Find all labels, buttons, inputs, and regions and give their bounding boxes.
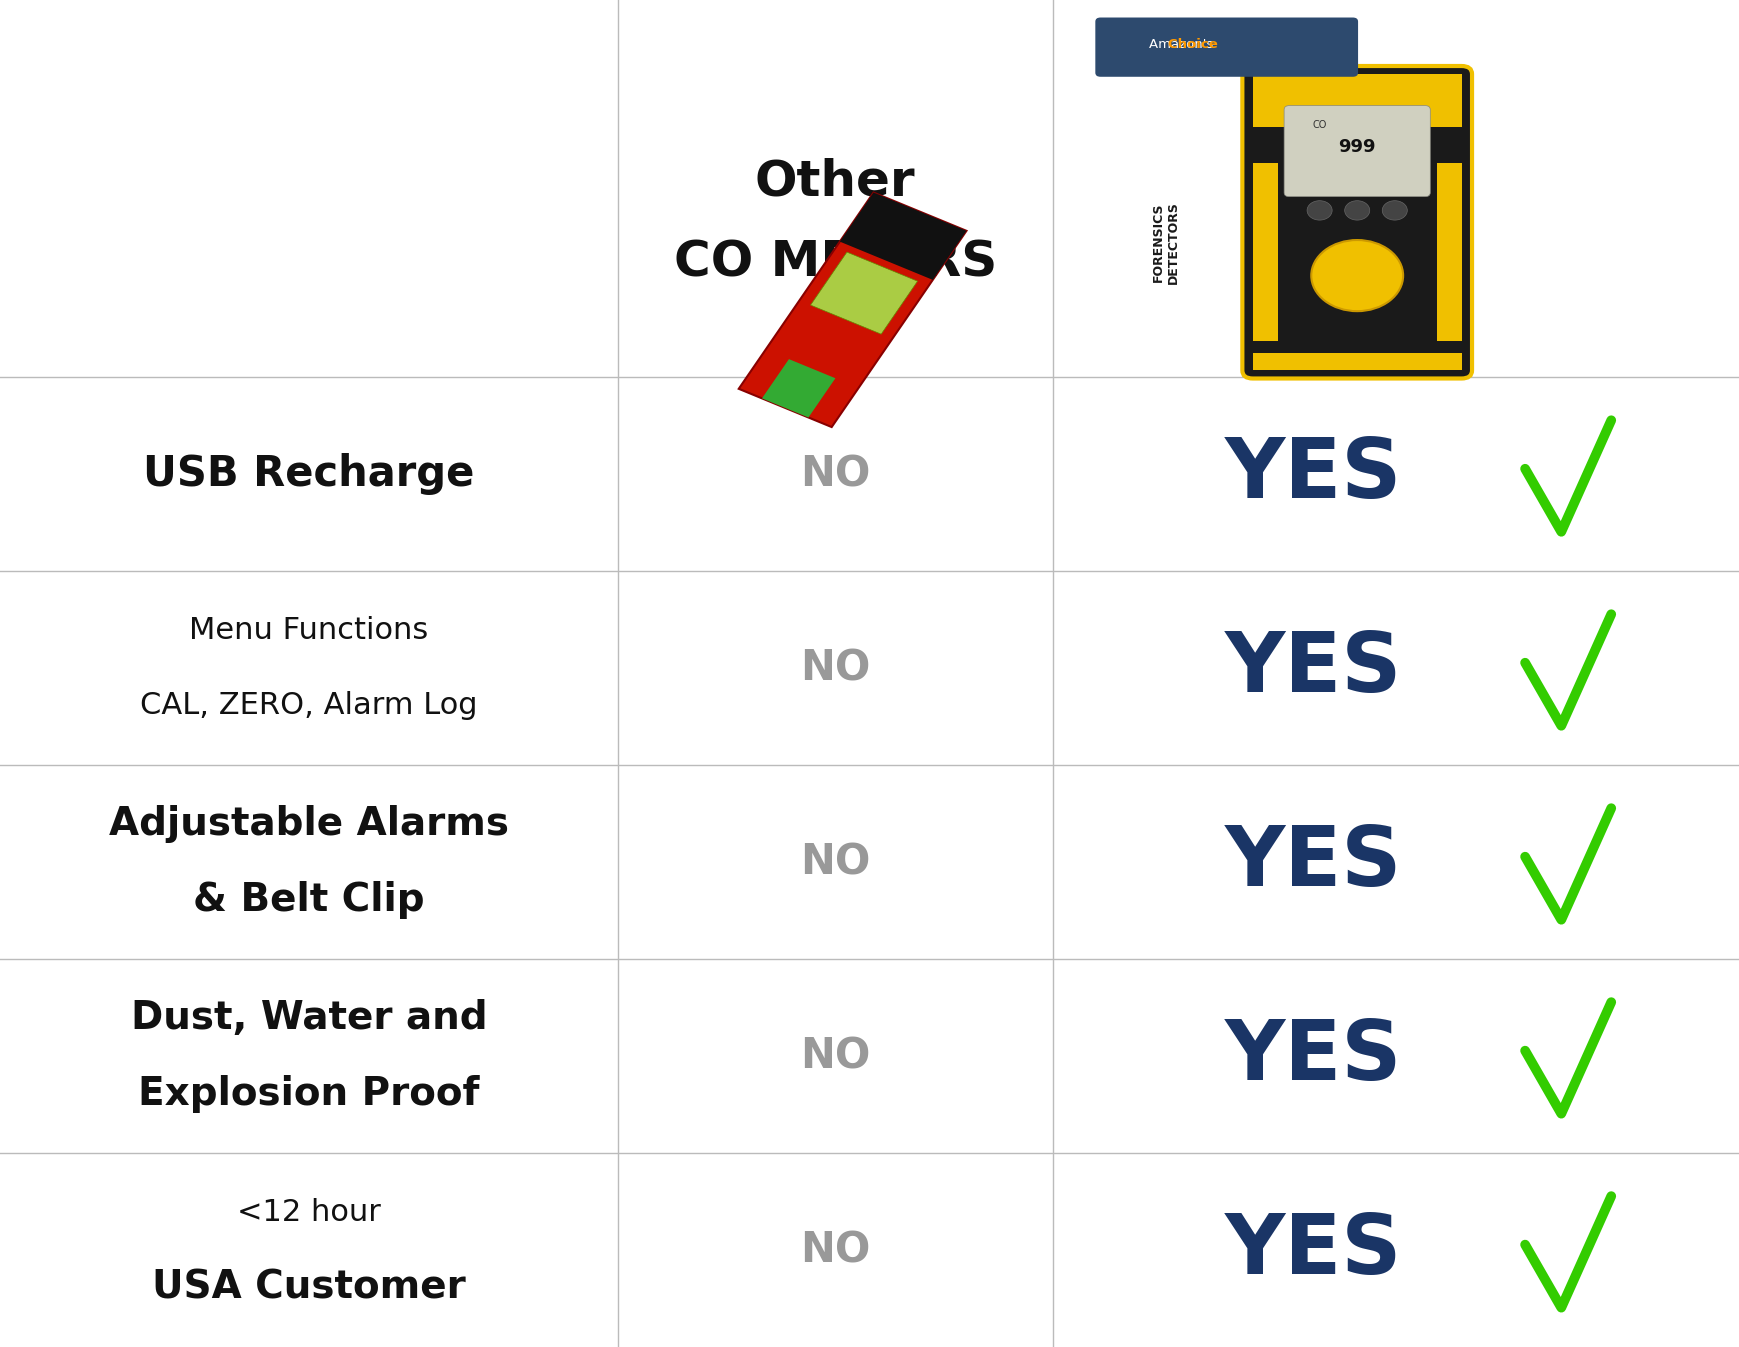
Text: NO: NO xyxy=(800,1228,870,1272)
Text: YES: YES xyxy=(1224,1210,1402,1290)
Text: YES: YES xyxy=(1224,822,1402,902)
FancyBboxPatch shape xyxy=(1242,66,1471,379)
FancyBboxPatch shape xyxy=(1252,353,1461,370)
Text: YES: YES xyxy=(1224,628,1402,709)
Text: 999: 999 xyxy=(1337,137,1376,156)
Circle shape xyxy=(1344,201,1369,220)
Polygon shape xyxy=(840,193,965,280)
Text: Explosion Proof: Explosion Proof xyxy=(137,1075,480,1113)
FancyBboxPatch shape xyxy=(1252,163,1276,341)
Circle shape xyxy=(1381,201,1407,220)
Circle shape xyxy=(1311,240,1402,311)
Polygon shape xyxy=(810,252,916,334)
Text: USB Recharge: USB Recharge xyxy=(143,453,475,496)
Text: Menu Functions: Menu Functions xyxy=(190,616,428,645)
Text: CO: CO xyxy=(1311,120,1325,129)
Text: Dust, Water and: Dust, Water and xyxy=(130,999,487,1037)
Circle shape xyxy=(1306,201,1332,220)
Polygon shape xyxy=(762,360,835,418)
Text: Choice: Choice xyxy=(1130,38,1217,51)
Text: CAL, ZERO, Alarm Log: CAL, ZERO, Alarm Log xyxy=(141,691,476,721)
Polygon shape xyxy=(739,193,965,427)
FancyBboxPatch shape xyxy=(1283,105,1429,197)
Text: <12 hour: <12 hour xyxy=(237,1197,381,1227)
Text: Adjustable Alarms: Adjustable Alarms xyxy=(110,806,508,843)
Text: FORENSICS
DETECTORS: FORENSICS DETECTORS xyxy=(1151,201,1179,284)
Text: Amazon's: Amazon's xyxy=(1149,38,1217,51)
Text: CO METERS: CO METERS xyxy=(673,238,996,287)
FancyBboxPatch shape xyxy=(1436,163,1461,341)
Text: NO: NO xyxy=(800,841,870,884)
Text: & Belt Clip: & Belt Clip xyxy=(193,881,424,919)
Text: YES: YES xyxy=(1224,434,1402,515)
Text: NO: NO xyxy=(800,647,870,690)
Text: Other: Other xyxy=(755,158,915,206)
FancyBboxPatch shape xyxy=(1252,74,1461,128)
Text: USA Customer: USA Customer xyxy=(151,1269,466,1307)
Text: NO: NO xyxy=(800,453,870,496)
FancyBboxPatch shape xyxy=(1096,18,1356,77)
Text: NO: NO xyxy=(800,1034,870,1078)
Text: YES: YES xyxy=(1224,1016,1402,1096)
